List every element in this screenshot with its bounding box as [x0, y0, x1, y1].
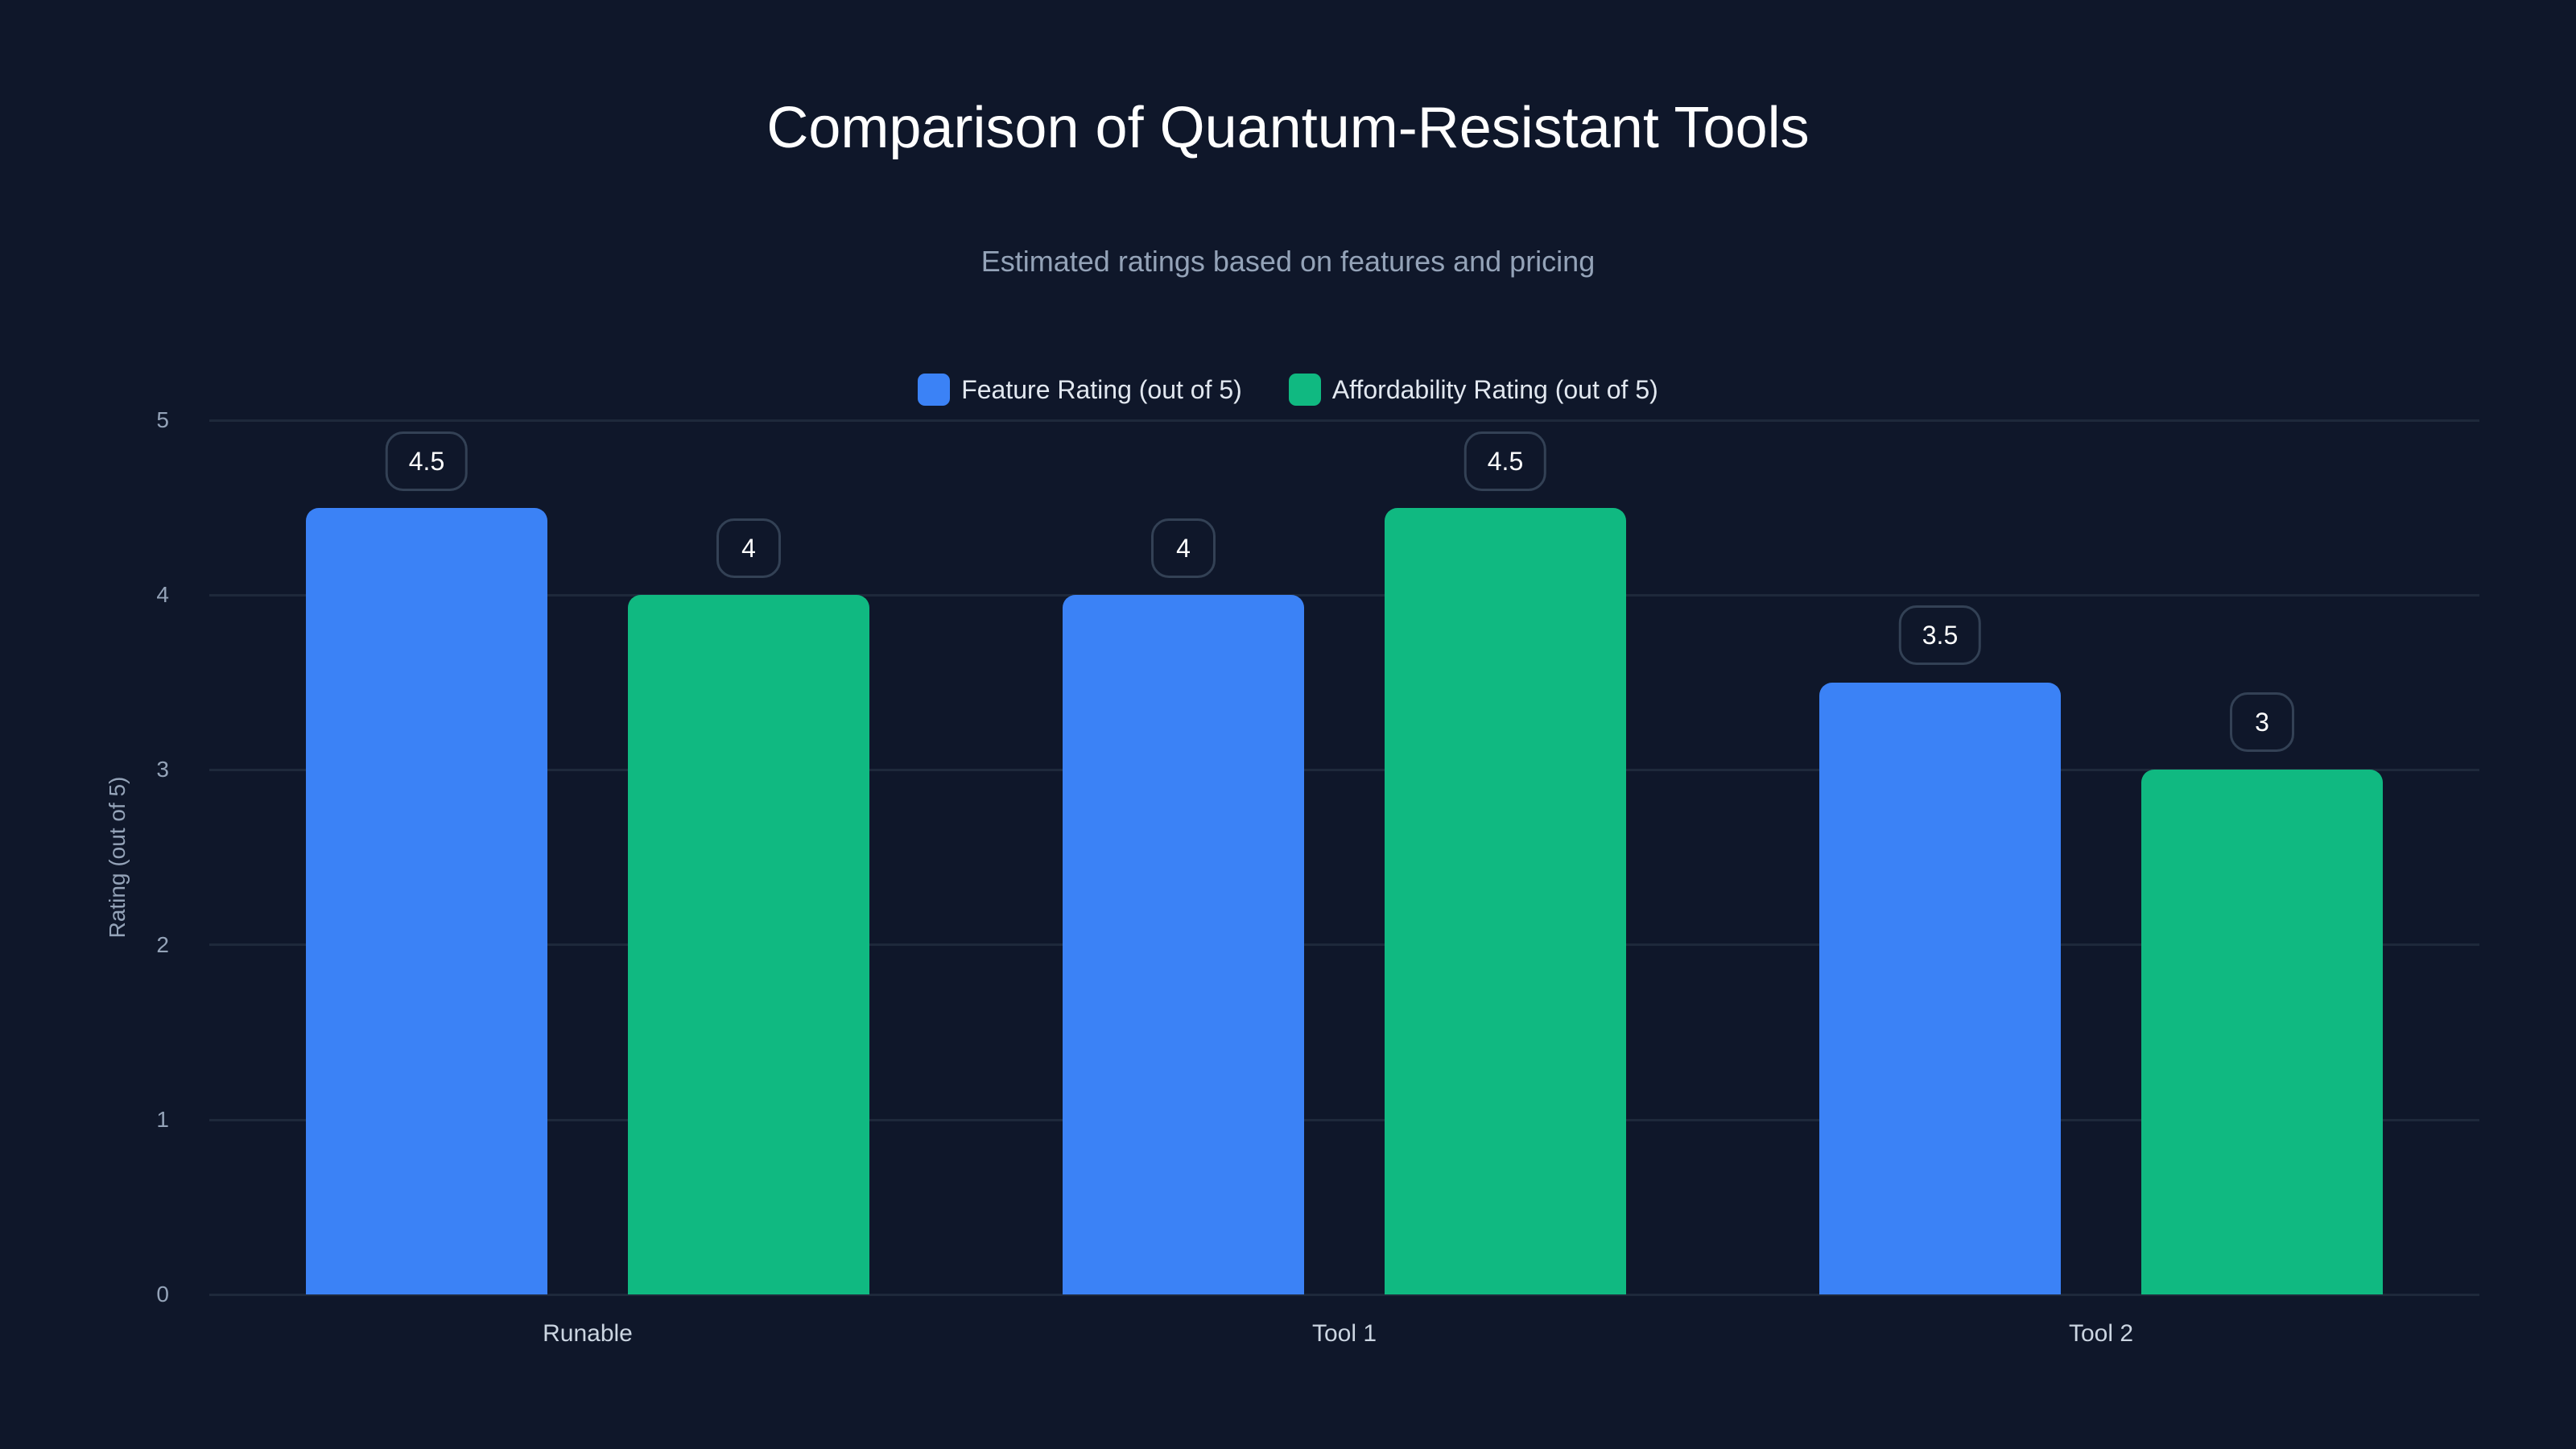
x-tick-tool1: Tool 1	[1311, 1320, 1377, 1347]
value-label-tool2-feature: 3.5	[1898, 605, 1982, 665]
bar-tool2-affordability[interactable]	[2141, 770, 2383, 1294]
legend-swatch-affordability-icon	[1288, 374, 1321, 406]
y-tick-1: 1	[156, 1107, 169, 1132]
legend-label-affordability: Affordability Rating (out of 5)	[1331, 374, 1658, 404]
bar-tool2-feature[interactable]	[1819, 683, 2061, 1294]
gridline-4	[209, 594, 2479, 597]
gridline-3	[209, 769, 2479, 771]
y-axis-label: Rating (out of 5)	[105, 776, 130, 939]
x-tick-runable: Runable	[543, 1320, 633, 1347]
y-tick-2: 2	[156, 932, 169, 957]
x-tick-tool2: Tool 2	[2068, 1320, 2134, 1347]
value-label-tool1-feature: 4	[1151, 518, 1216, 578]
gridline-0	[209, 1294, 2479, 1296]
legend-label-feature: Feature Rating (out of 5)	[961, 374, 1242, 404]
legend-item-feature[interactable]: Feature Rating (out of 5)	[918, 374, 1242, 406]
y-tick-4: 4	[156, 582, 169, 607]
chart-subtitle: Estimated ratings based on features and …	[980, 245, 1596, 278]
y-tick-3: 3	[156, 757, 169, 782]
value-label-tool2-affordability: 3	[2230, 692, 2294, 752]
gridline-2	[209, 943, 2479, 946]
bar-tool1-affordability[interactable]	[1385, 508, 1626, 1294]
bar-runable-affordability[interactable]	[628, 595, 869, 1294]
bar-runable-feature[interactable]	[306, 508, 547, 1294]
legend: Feature Rating (out of 5) Affordability …	[0, 374, 2576, 406]
legend-item-affordability[interactable]: Affordability Rating (out of 5)	[1288, 374, 1658, 406]
gridline-1	[209, 1119, 2479, 1121]
legend-swatch-feature-icon	[918, 374, 951, 406]
gridline-5	[209, 419, 2479, 422]
value-label-runable-feature: 4.5	[385, 431, 469, 491]
value-label-runable-affordability: 4	[716, 518, 781, 578]
chart-title: Comparison of Quantum-Resistant Tools	[766, 96, 1810, 160]
bar-tool1-feature[interactable]	[1063, 595, 1304, 1294]
value-label-tool1-affordability: 4.5	[1463, 431, 1547, 491]
plot-area: 5 4 3 2 1 0 4.5 4 4 4.5 3.5 3	[156, 407, 2479, 1307]
y-tick-0: 0	[156, 1282, 169, 1307]
y-tick-5: 5	[156, 407, 169, 432]
